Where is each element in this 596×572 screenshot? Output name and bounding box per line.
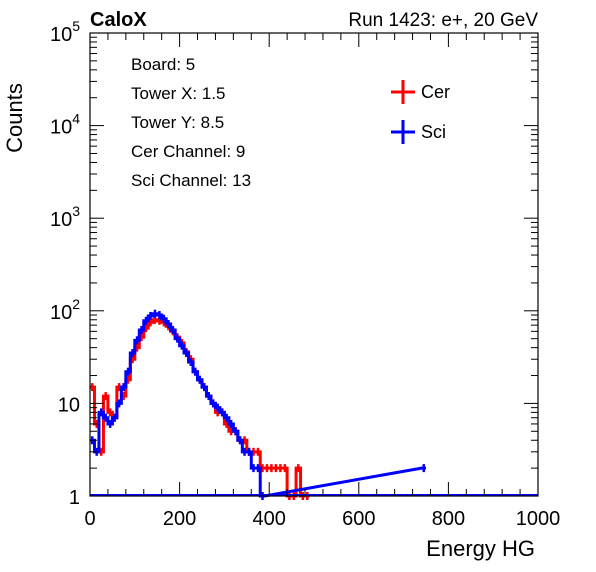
legend-label-cer: Cer	[421, 82, 450, 102]
x-tick-label-4: 800	[432, 508, 465, 530]
header-right-label: Run 1423: e+, 20 GeV	[348, 10, 538, 31]
legend: Cer Sci	[391, 80, 450, 144]
info-line-cer-channel: Cer Channel: 9	[131, 142, 245, 161]
info-line-tower-y: Tower Y: 8.5	[131, 113, 224, 132]
y-tick-label-5: 105	[50, 18, 80, 46]
series-layer	[90, 309, 538, 500]
x-tick-label-2: 400	[253, 508, 286, 530]
y-tick-label-0: 1	[69, 487, 80, 509]
series-cer	[90, 315, 310, 500]
info-line-sci-channel: Sci Channel: 13	[131, 171, 251, 190]
info-line-tower-x: Tower X: 1.5	[131, 84, 226, 103]
legend-marker-cer	[391, 80, 415, 104]
y-axis-title: Counts	[2, 83, 27, 153]
info-line-board: Board: 5	[131, 55, 195, 74]
ticks-layer: 0 200 400 600 800 1000 1 10 102 103 104 105	[50, 18, 560, 530]
plot-frame	[89, 32, 539, 497]
y-tick-label-3: 103	[50, 203, 80, 231]
y-tick-label-2: 102	[50, 296, 80, 324]
legend-marker-sci	[391, 120, 415, 144]
x-tick-label-0: 0	[84, 508, 95, 530]
header-left-label: CaloX	[90, 9, 147, 31]
x-tick-label-1: 200	[163, 508, 196, 530]
legend-label-sci: Sci	[421, 122, 446, 142]
x-axis-title: Energy HG	[426, 536, 535, 561]
y-tick-label-1: 10	[58, 394, 80, 416]
series-sci	[90, 309, 426, 500]
y-tick-label-4: 104	[50, 111, 80, 139]
x-tick-label-5: 1000	[516, 508, 561, 530]
x-tick-label-3: 600	[342, 508, 375, 530]
info-box: Board: 5 Tower X: 1.5 Tower Y: 8.5 Cer C…	[131, 55, 251, 190]
